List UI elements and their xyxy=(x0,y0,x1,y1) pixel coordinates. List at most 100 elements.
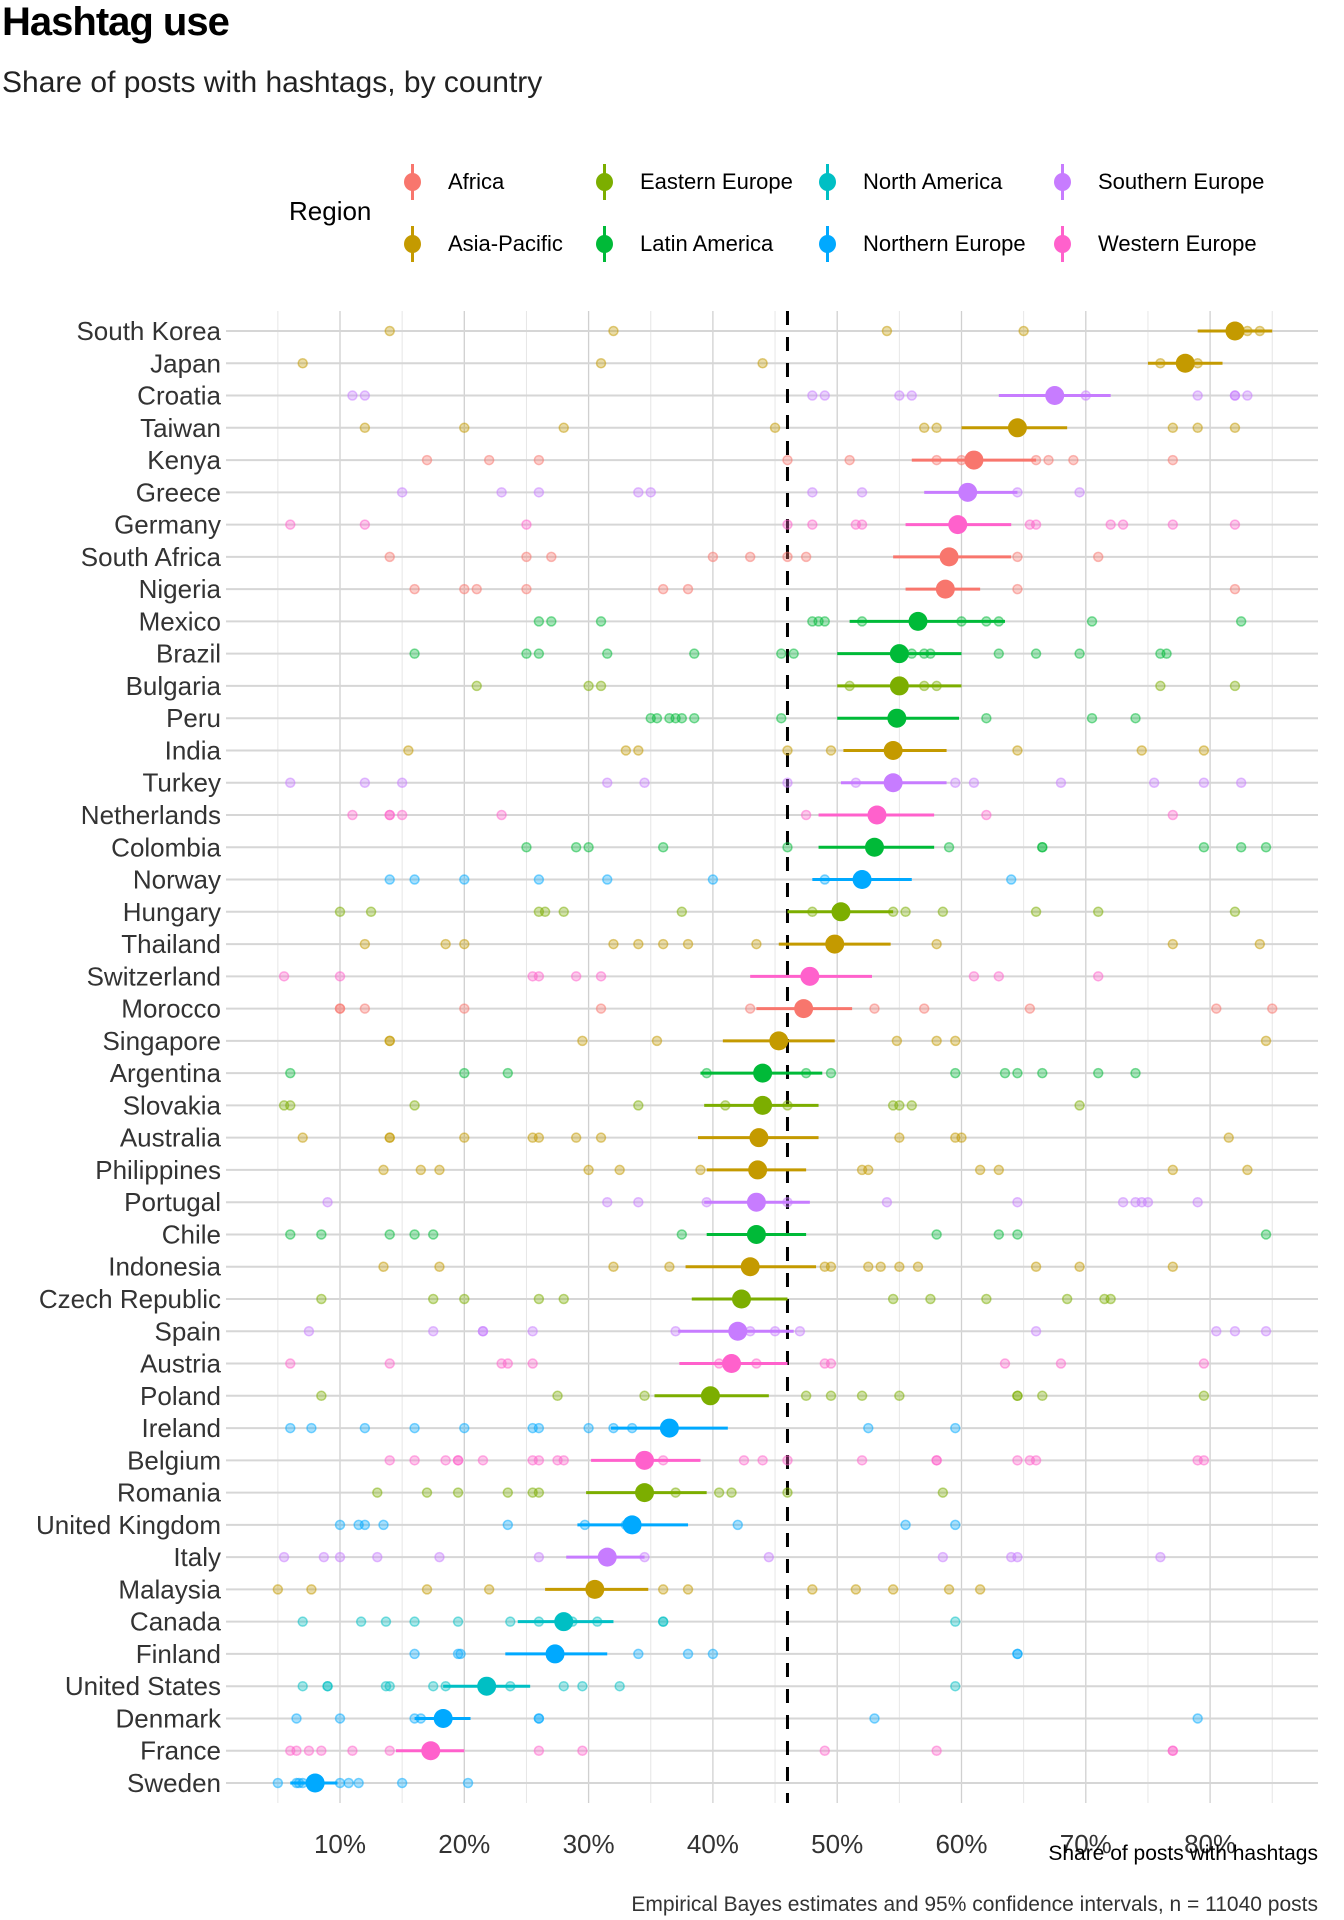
raw-point xyxy=(968,971,980,982)
raw-point xyxy=(459,1132,470,1143)
raw-point xyxy=(427,1229,439,1240)
estimate-point xyxy=(749,1128,769,1148)
raw-point xyxy=(782,519,793,530)
raw-point xyxy=(1136,745,1147,756)
raw-point xyxy=(558,1293,569,1305)
raw-point xyxy=(1198,745,1210,756)
raw-point xyxy=(943,842,955,853)
raw-point xyxy=(459,1422,470,1434)
raw-point xyxy=(434,1261,445,1272)
raw-point xyxy=(1142,1196,1154,1208)
raw-point xyxy=(974,1584,986,1595)
raw-point xyxy=(807,390,818,401)
raw-point xyxy=(527,1358,538,1369)
raw-point xyxy=(533,616,545,627)
raw-point xyxy=(409,648,420,659)
y-tick-label: Philippines xyxy=(95,1155,221,1185)
raw-point xyxy=(297,1680,308,1692)
legend-label: Asia-Pacific xyxy=(448,231,563,256)
raw-point xyxy=(819,616,831,627)
raw-point xyxy=(322,1680,333,1692)
raw-point xyxy=(782,1487,793,1498)
raw-point xyxy=(633,1648,644,1660)
raw-point xyxy=(403,745,414,756)
raw-point xyxy=(459,1003,470,1014)
raw-point xyxy=(1043,454,1054,466)
raw-point xyxy=(306,1584,317,1595)
raw-point xyxy=(380,1616,392,1627)
raw-point xyxy=(782,842,793,853)
legend-item-northern-europe: Northern Europe xyxy=(815,224,1026,264)
raw-point xyxy=(521,583,532,595)
raw-point xyxy=(434,1164,445,1176)
raw-point xyxy=(359,1519,371,1531)
raw-point xyxy=(1161,648,1172,659)
raw-point xyxy=(950,1680,961,1692)
raw-point xyxy=(918,1003,930,1014)
y-tick-label: Switzerland xyxy=(87,961,221,991)
raw-point xyxy=(334,971,346,982)
raw-point xyxy=(347,390,358,401)
raw-point xyxy=(595,1132,607,1143)
raw-point xyxy=(334,1551,346,1563)
raw-point xyxy=(633,1100,644,1111)
raw-point xyxy=(1192,422,1203,434)
raw-point xyxy=(1030,1261,1042,1272)
raw-point xyxy=(343,1777,354,1789)
raw-point xyxy=(657,583,669,595)
raw-point xyxy=(931,1229,942,1240)
estimate-point xyxy=(887,708,907,728)
raw-point xyxy=(533,1487,545,1498)
raw-point xyxy=(900,906,911,918)
raw-point xyxy=(943,1584,955,1595)
raw-point xyxy=(651,712,663,724)
raw-point xyxy=(502,1067,514,1079)
raw-point xyxy=(912,1261,924,1272)
estimate-point xyxy=(1007,418,1027,438)
y-tick-label: Colombia xyxy=(111,832,221,862)
raw-point xyxy=(676,1229,688,1240)
legend-title: Region xyxy=(289,196,372,226)
chart-subtitle: Share of posts with hashtags, by country xyxy=(2,66,543,99)
y-tick-label: Brazil xyxy=(156,639,221,669)
raw-point xyxy=(1254,938,1266,950)
x-tick-label: 20% xyxy=(438,1829,490,1859)
raw-point xyxy=(937,1487,949,1498)
raw-point xyxy=(601,874,613,885)
legend-key-icon xyxy=(400,224,424,264)
y-tick-label: United Kingdom xyxy=(36,1510,221,1540)
raw-point xyxy=(1030,519,1042,530)
estimate-point xyxy=(622,1515,642,1535)
raw-point xyxy=(925,1293,936,1305)
raw-point xyxy=(533,487,545,498)
raw-point xyxy=(863,1422,874,1434)
y-tick-label: Czech Republic xyxy=(39,1284,221,1314)
raw-point xyxy=(856,519,868,530)
raw-point xyxy=(459,1293,470,1305)
x-tick-label: 60% xyxy=(935,1829,987,1859)
raw-point xyxy=(1012,1390,1023,1402)
raw-point xyxy=(396,1777,408,1789)
x-tick-label: 30% xyxy=(563,1829,615,1859)
raw-point xyxy=(427,1326,439,1337)
raw-point xyxy=(440,1455,451,1466)
raw-point xyxy=(471,583,482,595)
estimate-point xyxy=(700,1386,720,1406)
raw-point xyxy=(1167,1164,1179,1176)
raw-point xyxy=(993,1229,1005,1240)
raw-point xyxy=(937,1551,949,1563)
raw-point xyxy=(1117,519,1129,530)
raw-point xyxy=(316,1293,327,1305)
raw-point xyxy=(527,1326,538,1337)
y-tick-label: Netherlands xyxy=(81,800,221,830)
raw-point xyxy=(825,1067,837,1079)
raw-point xyxy=(546,551,557,563)
legend-key-icon xyxy=(815,224,839,264)
y-tick-label: Portugal xyxy=(124,1187,221,1217)
raw-point xyxy=(1167,519,1179,530)
raw-point xyxy=(595,1003,607,1014)
raw-point xyxy=(875,1261,886,1272)
raw-point xyxy=(502,1487,514,1498)
legend-label: North America xyxy=(863,169,1003,194)
